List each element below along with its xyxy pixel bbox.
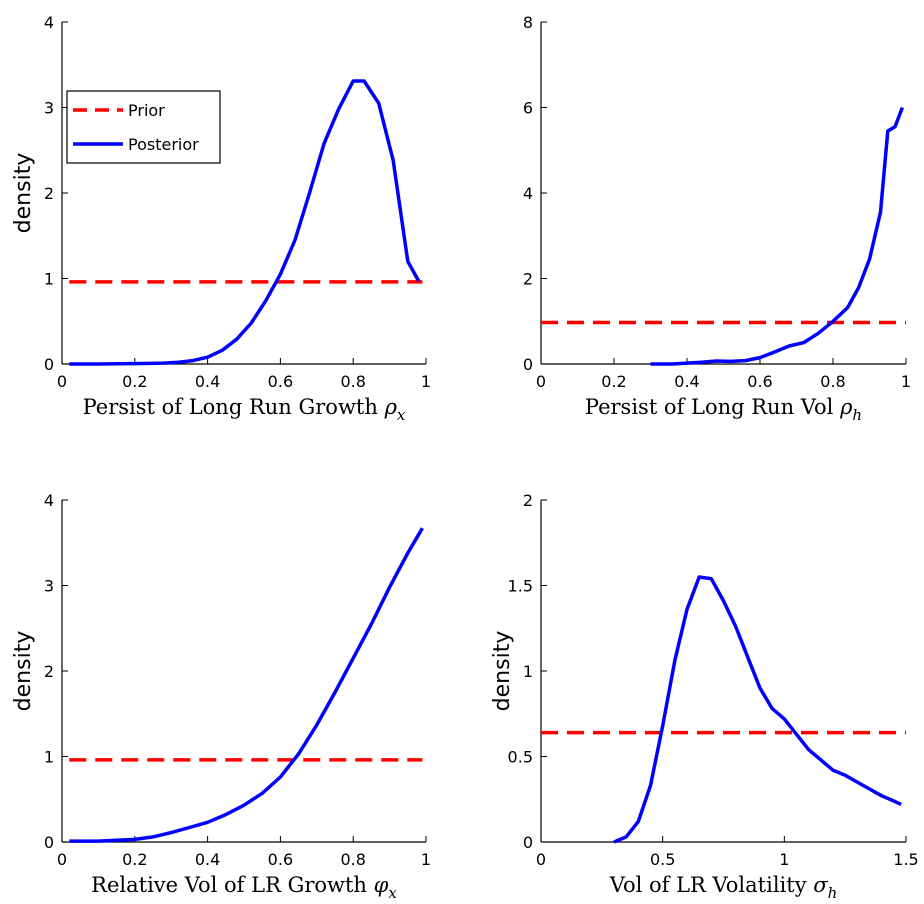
y-axis-label: density — [11, 153, 36, 234]
y-tick-label: 0 — [523, 833, 533, 852]
x-tick-label: 0.8 — [820, 372, 845, 391]
posterior-line — [69, 79, 421, 366]
x-tick-label: 0.6 — [747, 372, 772, 391]
subplot-2: 0 0.2 0.4 0.6 0.8 1 0 2 4 6 8 Persist of Long Run V… — [523, 13, 911, 424]
x-tick-label: 1 — [901, 372, 911, 391]
y-tick-label: 2 — [523, 491, 533, 510]
x-tick-label: 0 — [57, 372, 67, 391]
x-axis-label: Vol of LR Volatility σh — [609, 873, 838, 902]
x-axis-label-symbol: ρ — [839, 395, 853, 419]
x-axis-label: Persist of Long Run Vol ρh — [585, 395, 862, 424]
x-axis-label-subscript: h — [852, 406, 862, 424]
legend-posterior-label: Posterior — [128, 135, 199, 154]
y-tick-label: 4 — [44, 491, 54, 510]
legend-prior-label: Prior — [128, 101, 165, 120]
y-tick-label: 2 — [44, 662, 54, 681]
y-tick-label: 4 — [44, 13, 54, 32]
x-tick-label: 0.4 — [195, 850, 220, 869]
x-axis-label-symbol: ρ — [384, 395, 398, 419]
y-tick-label: 6 — [523, 99, 533, 118]
x-tick-label: 0 — [536, 372, 546, 391]
x-tick-label: 0.2 — [601, 372, 626, 391]
x-tick-label: 0.4 — [674, 372, 699, 391]
legend: Prior Posterior — [66, 90, 221, 164]
x-axis-label-text: Relative Vol of LR Growth — [91, 873, 373, 897]
x-axis-label-text: Persist of Long Run Vol — [585, 395, 840, 419]
x-tick-label: 0.2 — [122, 372, 147, 391]
x-tick-label: 0.8 — [340, 372, 365, 391]
x-tick-label: 0 — [57, 850, 67, 869]
x-tick-label: 0.6 — [268, 372, 293, 391]
x-tick-label: 1 — [421, 850, 431, 869]
x-tick-label: 0.5 — [650, 850, 675, 869]
y-tick-label: 3 — [44, 577, 54, 596]
x-axis-label-text: Vol of LR Volatility — [609, 873, 813, 897]
y-tick-label: 3 — [44, 99, 54, 118]
y-tick-label: 1 — [44, 270, 54, 289]
x-axis-label-symbol: σ — [813, 873, 828, 897]
y-tick-label: 0 — [523, 355, 533, 374]
posterior-line — [69, 527, 424, 843]
subplot-1: 0 0.2 0.4 0.6 0.8 1 0 1 2 3 4 density Persist of Lon… — [11, 13, 431, 424]
x-axis-label-subscript: h — [828, 884, 838, 902]
x-tick-label: 1.5 — [893, 850, 918, 869]
x-axis-label-subscript: x — [388, 884, 397, 902]
x-axis-label-symbol: φ — [374, 873, 389, 897]
legend-box — [66, 90, 221, 164]
y-tick-label: 2 — [523, 270, 533, 289]
y-tick-label: 4 — [523, 184, 533, 203]
subplot-3: 0 0.2 0.4 0.6 0.8 1 0 1 2 3 4 density Relative Vol o… — [11, 491, 431, 902]
y-tick-label: 2 — [44, 184, 54, 203]
y-axis-label: density — [490, 631, 515, 712]
plots-layer: 0 0.2 0.4 0.6 0.8 1 0 1 2 3 4 density Persist of Lon… — [11, 13, 919, 902]
y-tick-label: 0 — [44, 355, 54, 374]
x-tick-label: 0.8 — [340, 850, 365, 869]
x-axis-label: Persist of Long Run Growth ρx — [83, 395, 406, 424]
x-axis-label-subscript: x — [397, 406, 406, 424]
x-tick-label: 1 — [779, 850, 789, 869]
x-tick-label: 0 — [536, 850, 546, 869]
x-tick-label: 0.4 — [195, 372, 220, 391]
subplot-4: 0 0.5 1 1.5 0 0.5 1 1.5 2 density Vol of LR Volati… — [490, 491, 919, 902]
x-tick-label: 0.6 — [268, 850, 293, 869]
y-tick-label: 8 — [523, 13, 533, 32]
y-axis-label: density — [11, 631, 36, 712]
x-axis-label-text: Persist of Long Run Growth — [83, 395, 385, 419]
y-tick-label: 1 — [523, 662, 533, 681]
y-tick-label: 1 — [44, 748, 54, 767]
y-tick-label: 0 — [44, 833, 54, 852]
y-tick-label: 1.5 — [508, 577, 533, 596]
x-tick-label: 0.2 — [122, 850, 147, 869]
x-axis-label: Relative Vol of LR Growth φx — [91, 873, 397, 902]
x-tick-label: 1 — [421, 372, 431, 391]
posterior-line — [613, 575, 902, 844]
posterior-line — [650, 106, 905, 366]
y-tick-label: 0.5 — [508, 748, 533, 767]
